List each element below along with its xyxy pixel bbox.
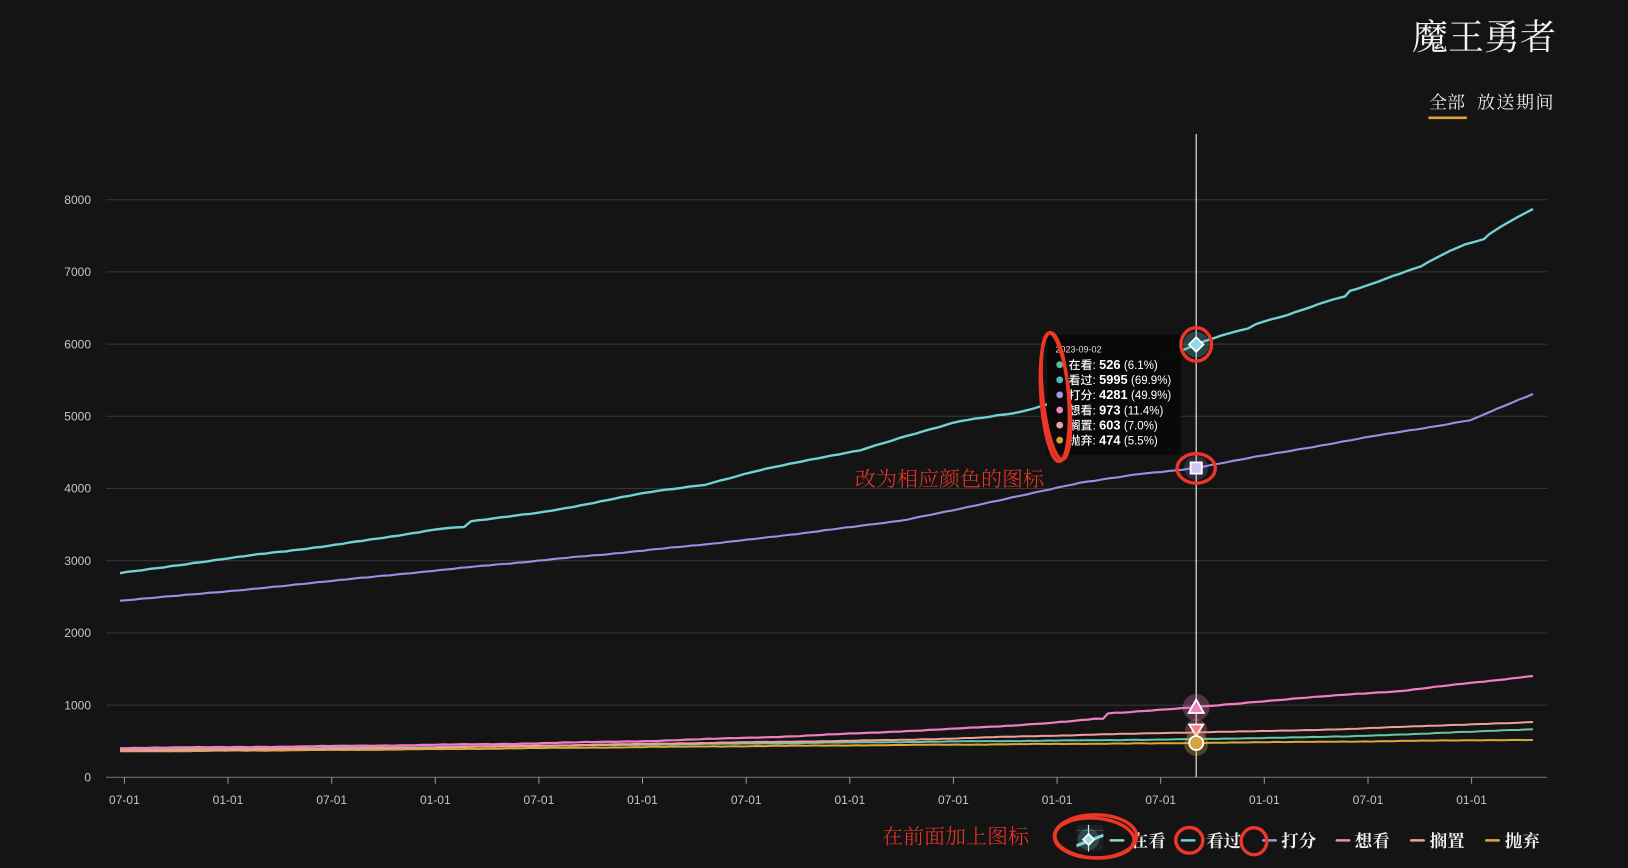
svg-text:8000: 8000 xyxy=(64,193,91,207)
svg-text:1000: 1000 xyxy=(64,698,91,712)
svg-text:01-01: 01-01 xyxy=(834,793,865,807)
svg-text:: 526 (6.1%): : 526 (6.1%) xyxy=(1093,357,1158,372)
svg-text:07-01: 07-01 xyxy=(524,793,555,807)
svg-text:3000: 3000 xyxy=(64,554,91,568)
svg-text:2023-09-02: 2023-09-02 xyxy=(1056,345,1102,355)
svg-text:07-01: 07-01 xyxy=(731,793,762,807)
svg-text:01-01: 01-01 xyxy=(1042,793,1073,807)
svg-text:6000: 6000 xyxy=(64,337,91,351)
svg-text:7000: 7000 xyxy=(64,265,91,279)
svg-text:07-01: 07-01 xyxy=(1353,793,1384,807)
svg-text:: 4281 (49.9%): : 4281 (49.9%) xyxy=(1093,387,1172,402)
svg-text:07-01: 07-01 xyxy=(1145,793,1176,807)
svg-text:07-01: 07-01 xyxy=(938,793,969,807)
svg-text:5000: 5000 xyxy=(64,410,91,424)
svg-text:2000: 2000 xyxy=(64,626,91,640)
svg-text:01-01: 01-01 xyxy=(627,793,658,807)
svg-text:01-01: 01-01 xyxy=(1249,793,1280,807)
svg-text:: 603 (7.0%): : 603 (7.0%) xyxy=(1093,417,1158,432)
svg-text:: 474 (5.5%): : 474 (5.5%) xyxy=(1093,433,1158,448)
svg-text:0: 0 xyxy=(84,771,91,785)
svg-text:01-01: 01-01 xyxy=(213,793,244,807)
svg-text:07-01: 07-01 xyxy=(316,793,347,807)
svg-text:07-01: 07-01 xyxy=(109,793,140,807)
svg-text:: 5995 (69.9%): : 5995 (69.9%) xyxy=(1093,372,1172,387)
svg-text:: 973 (11.4%): : 973 (11.4%) xyxy=(1093,402,1164,417)
svg-text:4000: 4000 xyxy=(64,482,91,496)
svg-text:01-01: 01-01 xyxy=(1456,793,1487,807)
svg-text:01-01: 01-01 xyxy=(420,793,451,807)
